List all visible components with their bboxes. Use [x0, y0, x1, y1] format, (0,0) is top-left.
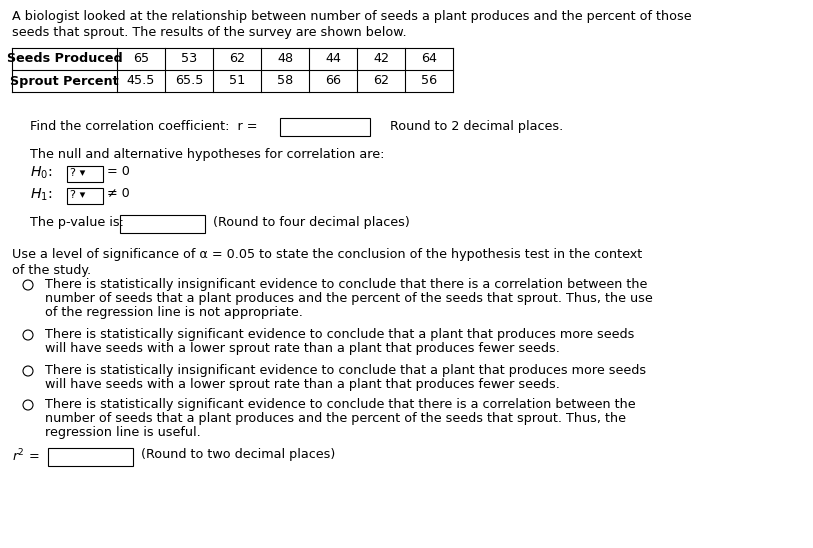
Text: Round to 2 decimal places.: Round to 2 decimal places. [390, 120, 563, 133]
Text: There is statistically insignificant evidence to conclude that there is a correl: There is statistically insignificant evi… [45, 278, 647, 291]
Text: Find the correlation coefficient:  r =: Find the correlation coefficient: r = [30, 120, 258, 133]
Text: (Round to two decimal places): (Round to two decimal places) [141, 448, 335, 461]
Text: $r^2$ =: $r^2$ = [12, 448, 39, 465]
Text: 56: 56 [421, 75, 437, 88]
Text: 62: 62 [373, 75, 389, 88]
Text: Use a level of significance of α = 0.05 to state the conclusion of the hypothesi: Use a level of significance of α = 0.05 … [12, 248, 642, 261]
Text: There is statistically significant evidence to conclude that there is a correlat: There is statistically significant evide… [45, 398, 636, 411]
Text: (Round to four decimal places): (Round to four decimal places) [213, 216, 410, 229]
Text: number of seeds that a plant produces and the percent of the seeds that sprout. : number of seeds that a plant produces an… [45, 412, 626, 425]
Text: = 0: = 0 [107, 165, 130, 178]
Text: number of seeds that a plant produces and the percent of the seeds that sprout. : number of seeds that a plant produces an… [45, 292, 653, 305]
Text: The null and alternative hypotheses for correlation are:: The null and alternative hypotheses for … [30, 148, 385, 161]
Text: 48: 48 [277, 53, 293, 66]
Text: 58: 58 [277, 75, 293, 88]
Text: ? ▾: ? ▾ [70, 168, 85, 178]
Text: regression line is useful.: regression line is useful. [45, 426, 201, 439]
Text: The p-value is:: The p-value is: [30, 216, 124, 229]
Text: 45.5: 45.5 [127, 75, 155, 88]
Bar [67, 188, 103, 204]
Text: There is statistically significant evidence to conclude that a plant that produc: There is statistically significant evide… [45, 328, 634, 341]
Text: 62: 62 [229, 53, 245, 66]
Bar [280, 118, 370, 136]
Text: 44: 44 [325, 53, 341, 66]
Text: seeds that sprout. The results of the survey are shown below.: seeds that sprout. The results of the su… [12, 26, 406, 39]
Text: ? ▾: ? ▾ [70, 190, 85, 200]
Text: ≠ 0: ≠ 0 [107, 187, 130, 200]
Text: 65: 65 [133, 53, 149, 66]
Text: 66: 66 [325, 75, 341, 88]
Text: There is statistically insignificant evidence to conclude that a plant that prod: There is statistically insignificant evi… [45, 364, 646, 377]
Text: will have seeds with a lower sprout rate than a plant that produces fewer seeds.: will have seeds with a lower sprout rate… [45, 342, 560, 355]
Text: Sprout Percent: Sprout Percent [11, 75, 119, 88]
Bar [67, 166, 103, 182]
Text: 65.5: 65.5 [175, 75, 203, 88]
Text: $H_0$:: $H_0$: [30, 165, 54, 181]
Text: A biologist looked at the relationship between number of seeds a plant produces : A biologist looked at the relationship b… [12, 10, 692, 23]
Text: will have seeds with a lower sprout rate than a plant that produces fewer seeds.: will have seeds with a lower sprout rate… [45, 378, 560, 391]
Bar [120, 215, 205, 233]
Text: $H_1$:: $H_1$: [30, 187, 54, 203]
Text: of the regression line is not appropriate.: of the regression line is not appropriat… [45, 306, 303, 319]
Bar [48, 448, 133, 466]
Text: 51: 51 [229, 75, 246, 88]
Text: 42: 42 [373, 53, 389, 66]
Text: 64: 64 [421, 53, 437, 66]
Text: 53: 53 [180, 53, 197, 66]
Text: Seeds Produced: Seeds Produced [7, 53, 123, 66]
Text: of the study.: of the study. [12, 264, 91, 277]
